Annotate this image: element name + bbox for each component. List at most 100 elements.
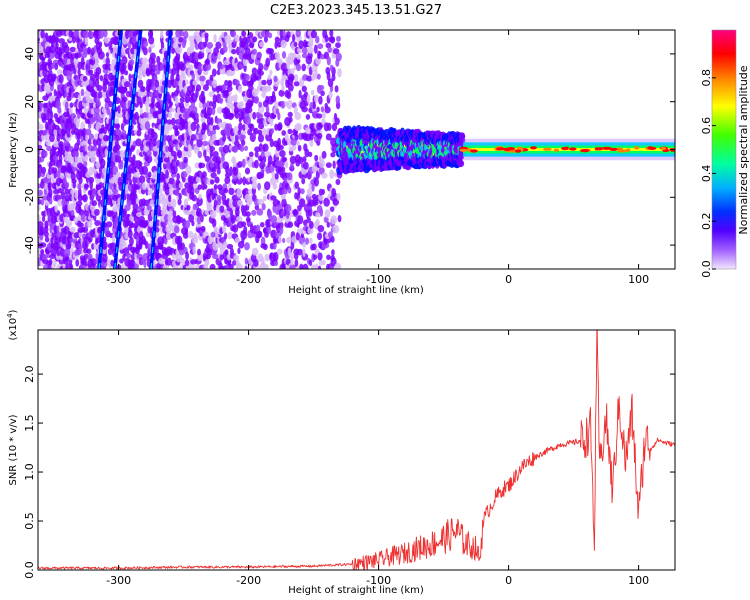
spectrogram-noise-cell [149,91,154,98]
spectrogram-noise-cell [245,211,251,218]
spectrogram-noise-cell [67,116,73,124]
spectrogram-noise-cell [124,81,131,88]
spectrogram-noise-cell [82,193,88,203]
spectrogram-noise-cell [233,254,240,261]
spectrogram-noise-cell [310,30,318,39]
spectrogram-noise-cell [149,52,156,61]
spectrogram-noise-cell [246,198,252,206]
spectrogram-streak [149,30,173,269]
colorbar-tick-label: 0.4 [700,165,713,183]
spectrogram-noise-cell [166,123,174,131]
spectrogram-noise-cell [40,249,45,255]
spectrogram-noise-cell [335,42,341,49]
spectrogram-noise-cell [291,144,297,151]
spectrogram-noise-cell [187,69,192,78]
spectrogram-noise-cell [195,264,201,269]
spectrogram-noise-cell [296,140,300,146]
spectrogram-noise-cell [202,84,209,91]
spectrogram-noise-cell [191,194,197,202]
spectrogram-noise-cell [159,30,164,39]
spectrogram-noise-cell [151,58,156,65]
spectrogram-noise-cell [168,194,172,203]
spectrogram-noise-cell [156,55,161,65]
spectrogram-noise-cell [325,162,332,169]
spectrogram-noise-cell [310,89,315,96]
spectrogram-noise-cell [267,74,272,80]
spectrogram-noise-cell [146,149,152,158]
spectrogram-noise-cell [200,225,206,232]
spectrogram-noise-cell [63,140,70,147]
spectrogram-noise-cell [98,51,105,60]
spectrogram-noise-cell [324,209,331,219]
spectrogram-noise-cell [321,172,328,179]
spectrogram-noise-cell [318,159,325,168]
spectrogram-noise-cell [308,207,313,217]
spectrogram-noise-cell [309,237,313,245]
spectrogram-noise-cell [77,183,82,190]
spectrogram-noise-cell [183,156,188,164]
spectrogram-noise-cell [243,225,248,235]
spectrogram-noise-cell [265,57,271,68]
spectrogram-noise-cell [155,231,160,237]
spectrogram-noise-cell [282,188,288,195]
spectrogram-noise-cell [129,222,136,229]
spectrogram-noise-cell [232,166,239,176]
spectrogram-noise-cell [224,176,231,185]
spectrogram-noise-cell [55,41,59,50]
spectrogram-noise-cell [278,235,282,244]
spectrogram-noise-cell [179,63,186,72]
spectrogram-noise-cell [85,128,92,136]
spectrogram-noise-cell [229,208,234,217]
spectrogram-noise-cell [306,188,313,197]
spectrogram-noise-cell [234,133,239,142]
spectrogram-noise-cell [121,86,128,92]
spectrogram-noise-cell [86,248,92,255]
snr-y-tick-label: 1.0 [23,463,36,481]
spectrogram-noise-cell [299,77,305,88]
spectrogram-noise-cell [316,204,323,214]
spectrogram-noise-cell [202,133,207,141]
spectrogram-noise-cell [72,68,77,75]
spectrogram-noise-cell [217,52,221,61]
spectrogram-noise-cell [224,172,231,179]
spectrogram-noise-cell [53,113,59,119]
signal-band-peak [568,147,577,151]
signal-band-peak [553,148,560,152]
spectrogram-noise-cell [191,220,195,227]
spectrogram-noise-cell [239,145,245,152]
spectrogram-noise-cell [244,145,248,152]
spectrogram-noise-cell [145,105,149,114]
spectrogram-noise-cell [204,32,209,39]
spectrogram-noise-cell [216,167,221,175]
spectrogram-noise-cell [331,122,338,132]
spectrogram-noise-cell [46,145,52,152]
spectrogram-noise-cell [301,177,306,185]
spectrogram-noise-cell [197,248,201,256]
spectrogram-noise-cell [192,246,196,255]
spectrogram-noise-cell [140,90,147,98]
spectrogram-noise-cell [309,139,314,147]
spectrogram-noise-cell [284,160,289,169]
colorbar-gradient [712,30,736,269]
spectrogram-noise-cell [132,154,136,162]
spectrogram-noise-cell [289,155,297,164]
snr-plot-area [38,330,675,570]
spectrogram-noise-cell [179,242,186,250]
snr-y-axis-label: SNR (10 * v/v) [8,414,19,485]
spectrogram-streaks [97,30,173,269]
spectrogram-noise-cell [71,31,75,40]
spectrogram-noise-cell [75,52,82,59]
spectrogram-noise-cell [181,170,188,178]
spectrogram-noise-cell [38,124,44,130]
spectrogram-noise-cell [305,237,309,245]
spectrogram-noise-cell [245,216,251,223]
spectrogram-noise-cell [251,48,258,55]
spectrogram-noise-cell [237,199,243,207]
spectrogram-noise-cell [290,257,294,266]
snr-y-tick-label: 0.5 [23,512,36,530]
spectrogram-noise-cell [263,36,268,43]
spectrogram-noise-cell [301,85,307,93]
spectrogram-noise-cell [115,111,123,119]
spectrogram-noise-cell [102,30,108,38]
